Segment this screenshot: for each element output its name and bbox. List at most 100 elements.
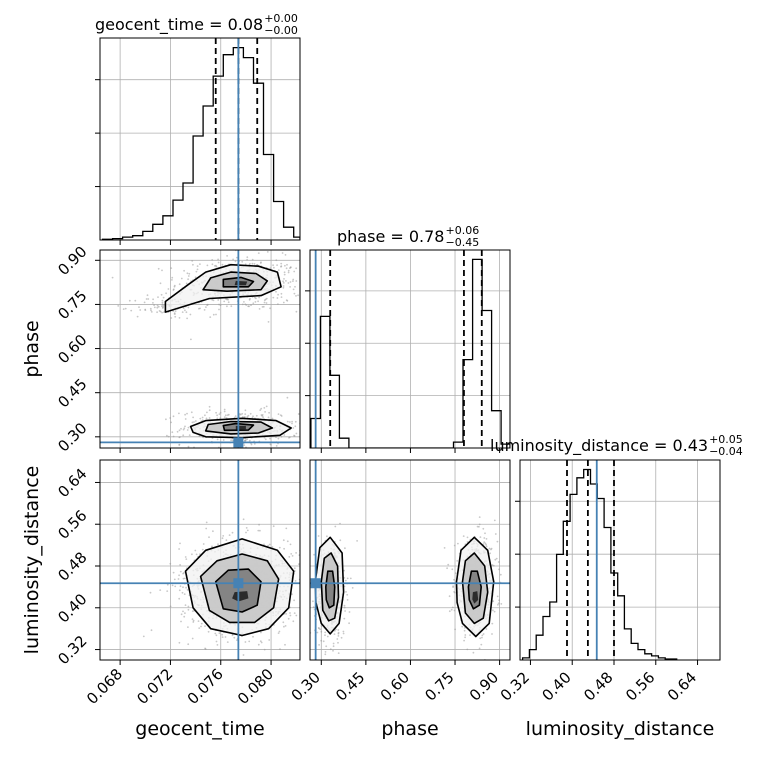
sample-point: [185, 311, 188, 314]
sample-point: [257, 300, 259, 303]
sample-point: [448, 610, 451, 613]
sample-point: [272, 525, 275, 528]
sample-point: [278, 546, 281, 549]
title-sub: −0.00: [264, 24, 298, 37]
sample-point: [217, 299, 220, 301]
sample-point: [221, 633, 224, 636]
sample-point: [171, 279, 173, 281]
sample-point: [322, 640, 325, 643]
sample-point: [186, 317, 189, 320]
sample-point: [179, 570, 182, 573]
sample-point: [150, 311, 153, 313]
sample-point: [292, 280, 294, 282]
sample-point: [260, 641, 263, 644]
sample-point: [290, 553, 293, 555]
sample-point: [324, 631, 327, 634]
sample-point: [265, 297, 268, 300]
title-sub: −0.04: [709, 445, 743, 458]
sample-point: [346, 593, 349, 596]
sample-point: [142, 635, 145, 638]
sample-point: [246, 258, 249, 261]
sample-point: [491, 622, 494, 625]
sample-point: [295, 267, 298, 270]
sample-point: [254, 296, 256, 299]
sample-point: [255, 414, 258, 417]
sample-point: [225, 539, 228, 542]
sample-point: [224, 414, 227, 417]
sample-point: [480, 643, 483, 646]
sample-point: [337, 629, 340, 631]
sample-point: [287, 269, 290, 272]
sample-point: [222, 535, 225, 537]
contour-level-4: [234, 280, 248, 286]
sample-point: [283, 434, 286, 436]
sample-point: [291, 422, 293, 425]
sample-point: [272, 296, 275, 299]
sample-point: [147, 298, 150, 300]
sample-point: [212, 299, 215, 302]
sample-point: [295, 295, 297, 297]
sample-point: [178, 589, 181, 592]
sample-point: [166, 590, 169, 592]
sample-point: [334, 525, 337, 528]
sample-point: [170, 267, 173, 269]
sample-point: [285, 299, 288, 301]
sample-point: [340, 636, 343, 639]
sample-point: [329, 648, 332, 651]
sample-point: [476, 525, 479, 528]
sample-point: [184, 418, 187, 420]
sample-point: [277, 437, 280, 440]
sample-point: [282, 301, 285, 304]
sample-point: [275, 290, 277, 293]
sample-point: [172, 288, 175, 291]
grid: [520, 460, 720, 660]
sample-point: [179, 564, 182, 566]
sample-point: [283, 278, 285, 280]
sample-point: [205, 306, 207, 308]
sample-point: [205, 417, 208, 420]
sample-point: [253, 263, 256, 265]
sample-point: [153, 304, 156, 306]
panel-frame: [99, 459, 301, 661]
sample-point: [466, 536, 469, 539]
sample-point: [223, 300, 226, 303]
sample-point: [215, 634, 218, 637]
sample-point: [346, 577, 349, 580]
sample-point: [346, 599, 349, 601]
sample-point: [263, 299, 266, 302]
sample-point: [190, 338, 192, 341]
sample-point: [221, 263, 224, 266]
sample-point: [283, 271, 286, 274]
sample-point: [258, 308, 261, 310]
sample-point: [182, 577, 185, 580]
sample-point: [265, 405, 268, 408]
sample-point: [295, 310, 298, 313]
sample-point: [343, 606, 346, 609]
sample-point: [234, 260, 237, 263]
sample-point: [292, 278, 295, 281]
sample-point: [215, 640, 218, 643]
sample-point: [165, 292, 168, 295]
sample-point: [215, 411, 218, 414]
sample-point: [187, 643, 190, 646]
sample-point: [206, 411, 208, 414]
sample-point: [202, 436, 205, 439]
sample-point: [490, 547, 493, 550]
y-axis-label-luminosity_distance: luminosity_distance: [21, 466, 43, 655]
sample-point: [143, 301, 146, 304]
sample-point: [171, 276, 174, 279]
sample-point: [192, 416, 195, 419]
sample-point: [280, 265, 283, 267]
sample-point: [176, 430, 179, 433]
sample-point: [169, 417, 172, 419]
sample-point: [454, 572, 457, 574]
sample-point: [280, 435, 283, 438]
sample-point: [198, 627, 201, 629]
sample-point: [263, 301, 266, 304]
sample-point: [182, 307, 185, 309]
sample-point: [222, 439, 225, 441]
sample-point: [312, 606, 315, 609]
sample-point: [485, 538, 488, 540]
sample-point: [219, 411, 222, 414]
sample-point: [453, 609, 456, 612]
